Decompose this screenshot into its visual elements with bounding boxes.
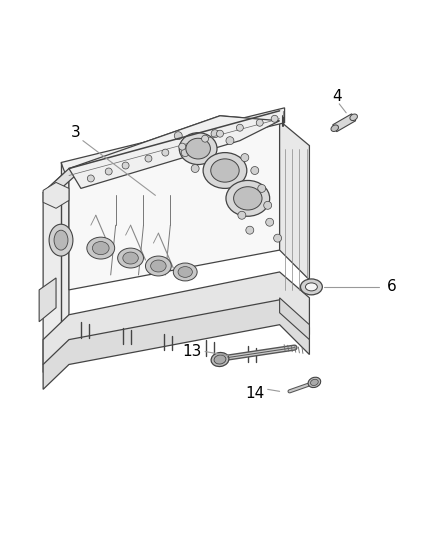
Text: 13: 13: [183, 344, 202, 359]
Ellipse shape: [226, 181, 270, 216]
Circle shape: [266, 218, 274, 226]
Ellipse shape: [178, 266, 192, 277]
Polygon shape: [43, 272, 309, 373]
Ellipse shape: [211, 159, 239, 182]
Ellipse shape: [151, 260, 166, 272]
Ellipse shape: [145, 256, 171, 276]
Ellipse shape: [118, 248, 144, 268]
Circle shape: [191, 165, 199, 173]
Circle shape: [145, 155, 152, 162]
Polygon shape: [279, 298, 309, 340]
Ellipse shape: [203, 152, 247, 188]
Polygon shape: [69, 116, 279, 290]
Ellipse shape: [311, 379, 318, 385]
Circle shape: [256, 119, 263, 126]
Polygon shape: [43, 300, 309, 389]
Ellipse shape: [92, 241, 109, 255]
Circle shape: [179, 143, 186, 150]
Circle shape: [271, 115, 278, 122]
Circle shape: [174, 132, 182, 140]
Ellipse shape: [214, 355, 226, 364]
Circle shape: [216, 130, 223, 137]
Ellipse shape: [211, 352, 229, 367]
Ellipse shape: [300, 279, 322, 295]
Circle shape: [201, 135, 208, 142]
Ellipse shape: [308, 377, 321, 387]
Circle shape: [237, 124, 244, 131]
Circle shape: [264, 201, 272, 209]
Circle shape: [251, 166, 259, 174]
Ellipse shape: [186, 138, 210, 159]
Ellipse shape: [179, 133, 217, 165]
Circle shape: [162, 149, 169, 156]
Polygon shape: [39, 278, 56, 322]
Circle shape: [274, 234, 282, 242]
Polygon shape: [279, 121, 309, 280]
Ellipse shape: [49, 224, 73, 256]
Ellipse shape: [233, 187, 262, 210]
Text: 6: 6: [387, 279, 397, 294]
Polygon shape: [61, 108, 285, 175]
Polygon shape: [43, 168, 69, 365]
Circle shape: [238, 211, 246, 219]
Text: 3: 3: [71, 125, 81, 140]
Circle shape: [246, 226, 254, 234]
Text: 4: 4: [332, 90, 342, 104]
Polygon shape: [333, 114, 356, 132]
Circle shape: [87, 175, 94, 182]
Polygon shape: [43, 182, 69, 208]
Polygon shape: [43, 168, 79, 197]
Ellipse shape: [123, 252, 138, 264]
Circle shape: [226, 136, 234, 144]
Circle shape: [105, 168, 112, 175]
Circle shape: [181, 149, 189, 157]
Text: 14: 14: [245, 386, 265, 401]
Polygon shape: [69, 116, 279, 188]
Ellipse shape: [305, 283, 318, 291]
Circle shape: [122, 162, 129, 169]
Circle shape: [241, 154, 249, 161]
Ellipse shape: [350, 114, 357, 120]
Ellipse shape: [331, 125, 339, 132]
Ellipse shape: [54, 230, 68, 250]
Circle shape: [258, 184, 266, 192]
Circle shape: [211, 130, 219, 138]
Ellipse shape: [87, 237, 115, 259]
Ellipse shape: [173, 263, 197, 281]
